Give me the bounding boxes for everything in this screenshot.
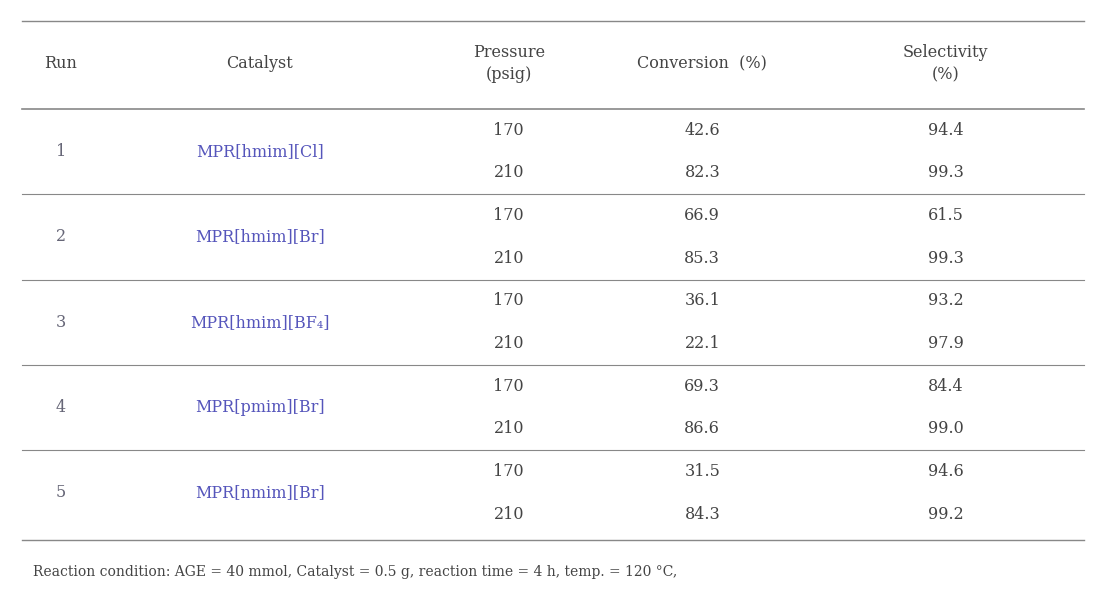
Text: 84.4: 84.4 — [928, 378, 963, 394]
Text: 210: 210 — [493, 250, 524, 267]
Text: Run: Run — [44, 55, 77, 72]
Text: 99.3: 99.3 — [928, 250, 963, 267]
Text: 93.2: 93.2 — [928, 292, 963, 309]
Text: 210: 210 — [493, 420, 524, 437]
Text: MPR[nmim][Br]: MPR[nmim][Br] — [195, 484, 325, 502]
Text: 170: 170 — [493, 463, 524, 480]
Text: MPR[pmim][Br]: MPR[pmim][Br] — [195, 399, 325, 416]
Text: 1: 1 — [55, 143, 66, 160]
Text: 99.2: 99.2 — [928, 506, 963, 523]
Text: Conversion  (%): Conversion (%) — [637, 55, 768, 72]
Text: 61.5: 61.5 — [928, 207, 963, 224]
Text: 69.3: 69.3 — [685, 378, 720, 394]
Text: 4: 4 — [55, 399, 66, 416]
Text: 94.4: 94.4 — [928, 122, 963, 139]
Text: Reaction condition: AGE = 40 mmol, Catalyst = 0.5 g, reaction time = 4 h, temp. : Reaction condition: AGE = 40 mmol, Catal… — [33, 564, 678, 579]
Text: 210: 210 — [493, 165, 524, 181]
Text: MPR[hmim][Br]: MPR[hmim][Br] — [195, 228, 325, 246]
Text: 99.0: 99.0 — [928, 420, 963, 437]
Text: 5: 5 — [55, 484, 66, 502]
Text: Catalyst: Catalyst — [227, 55, 293, 72]
Text: 94.6: 94.6 — [928, 463, 963, 480]
Text: 2: 2 — [55, 228, 66, 246]
Text: 170: 170 — [493, 378, 524, 394]
Text: 85.3: 85.3 — [685, 250, 720, 267]
Text: 170: 170 — [493, 122, 524, 139]
Text: MPR[hmim][BF₄]: MPR[hmim][BF₄] — [190, 313, 330, 331]
Text: 86.6: 86.6 — [685, 420, 720, 437]
Text: 22.1: 22.1 — [685, 335, 720, 352]
Text: MPR[hmim][Cl]: MPR[hmim][Cl] — [196, 143, 324, 160]
Text: 36.1: 36.1 — [685, 292, 720, 309]
Text: 170: 170 — [493, 292, 524, 309]
Text: Selectivity
(%): Selectivity (%) — [902, 44, 989, 83]
Text: 82.3: 82.3 — [685, 165, 720, 181]
Text: 42.6: 42.6 — [685, 122, 720, 139]
Text: 31.5: 31.5 — [685, 463, 720, 480]
Text: 210: 210 — [493, 335, 524, 352]
Text: 84.3: 84.3 — [685, 506, 720, 523]
Text: 210: 210 — [493, 506, 524, 523]
Text: 99.3: 99.3 — [928, 165, 963, 181]
Text: 3: 3 — [55, 313, 66, 331]
Text: 170: 170 — [493, 207, 524, 224]
Text: 97.9: 97.9 — [928, 335, 963, 352]
Text: Pressure
(psig): Pressure (psig) — [472, 44, 545, 83]
Text: 66.9: 66.9 — [685, 207, 720, 224]
